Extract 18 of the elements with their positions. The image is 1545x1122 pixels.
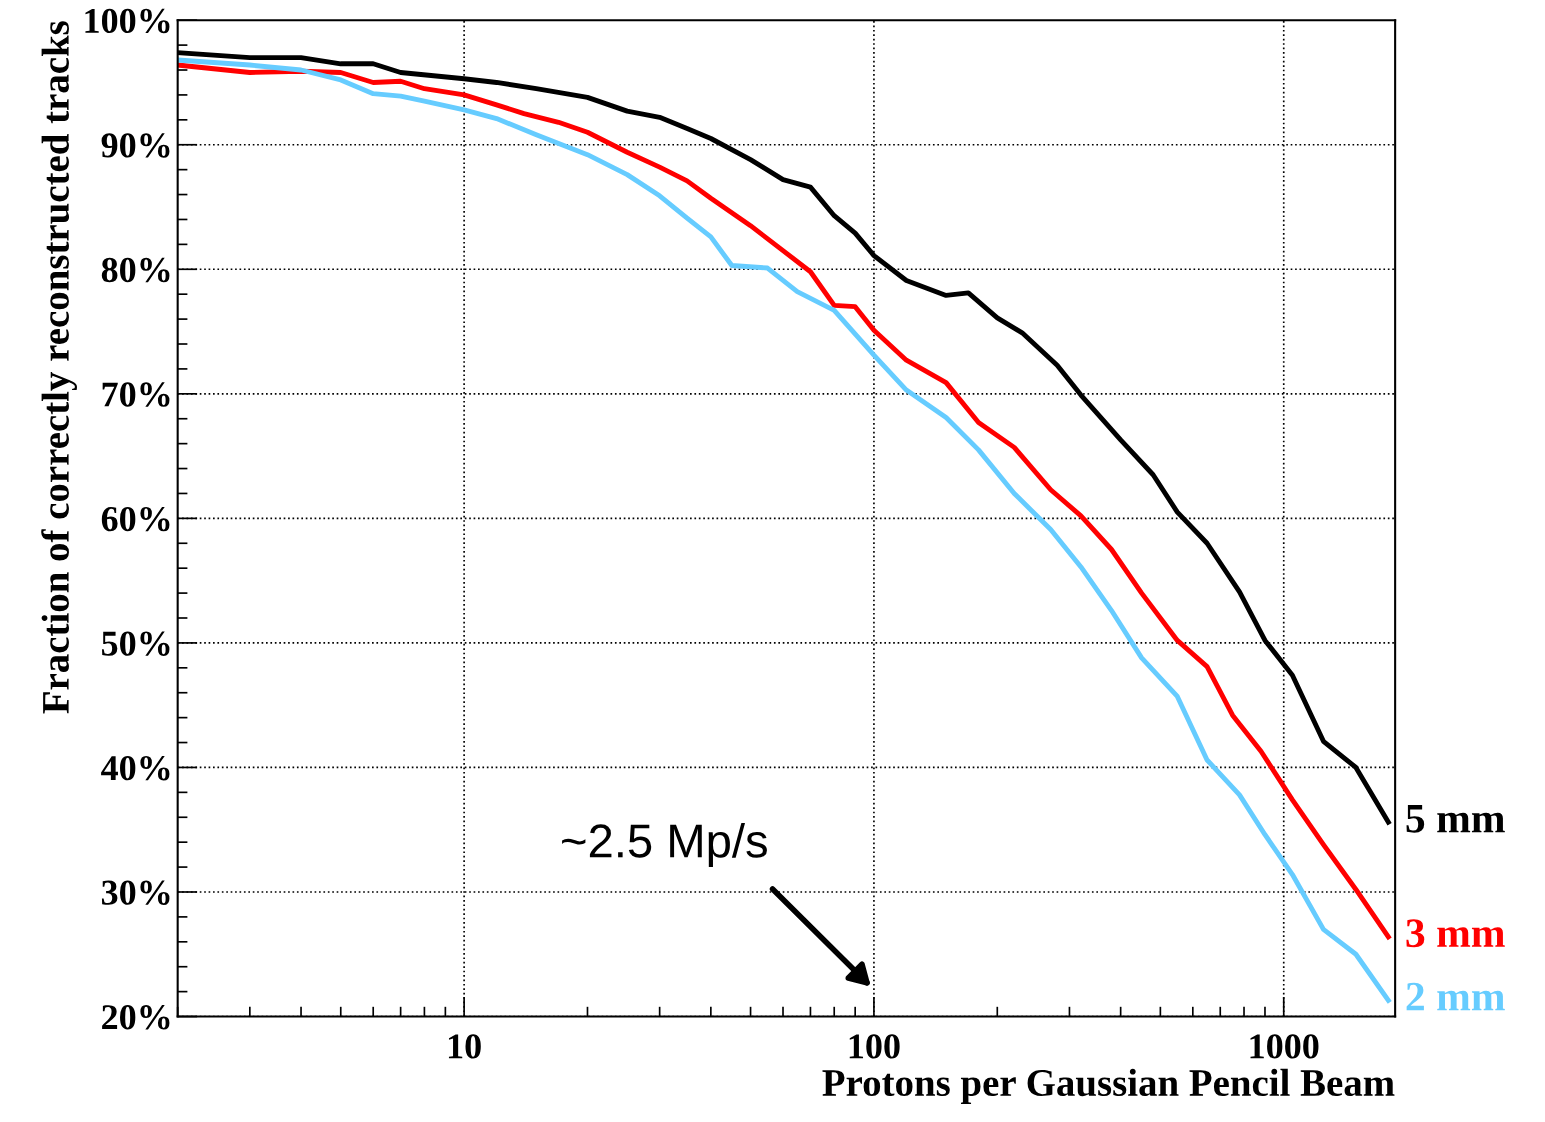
x-tick-label: 1000 bbox=[1250, 1034, 1319, 1059]
y-tick-label: 90% bbox=[101, 133, 170, 158]
y-tick-label: 100% bbox=[85, 8, 170, 34]
y-tick-label: 40% bbox=[101, 755, 170, 781]
series-label: 5 mm bbox=[1406, 804, 1505, 833]
y-tick-label: 20% bbox=[102, 1005, 170, 1030]
y-tick-label: 30% bbox=[101, 880, 170, 905]
y-axis-title: Fraction of correctly reconstructed tracks bbox=[41, 21, 77, 714]
x-axis-title: Protons per Gaussian Pencil Beam bbox=[822, 1068, 1395, 1104]
x-tick-label: 10 bbox=[448, 1034, 481, 1059]
y-tick-label: 50% bbox=[102, 631, 170, 656]
series-label: 3 mm bbox=[1406, 919, 1505, 948]
y-tick-label: 60% bbox=[101, 506, 170, 532]
annotation: ~2.5 Mp/s bbox=[562, 823, 767, 868]
series-label: 2 mm bbox=[1406, 982, 1505, 1011]
x-tick-label: 100 bbox=[849, 1034, 900, 1059]
y-tick-label: 70% bbox=[102, 382, 170, 407]
y-tick-label: 80% bbox=[101, 257, 170, 283]
